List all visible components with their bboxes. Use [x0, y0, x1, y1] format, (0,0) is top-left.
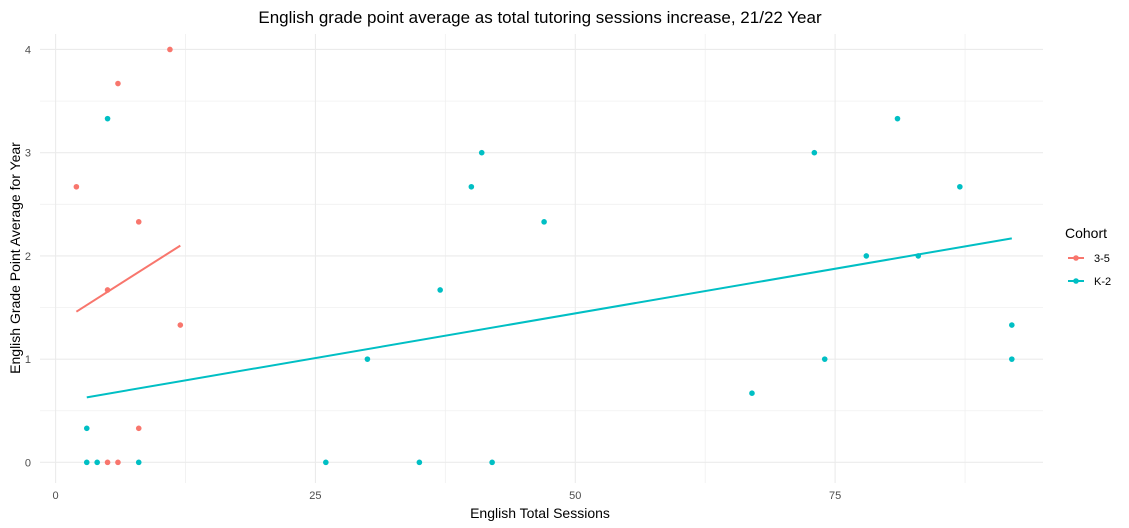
y-tick-label: 1	[25, 354, 31, 366]
data-point-series-1	[863, 253, 870, 259]
data-point-series-1	[437, 287, 443, 293]
data-point-series-0	[104, 287, 111, 293]
y-tick-label: 3	[25, 148, 31, 160]
data-point-series-1	[821, 356, 828, 362]
points-layer	[73, 46, 1015, 466]
data-point-series-1	[749, 390, 755, 397]
legend: Cohort 3-5 K-2	[1065, 225, 1111, 288]
legend-label: 3-5	[1094, 253, 1110, 265]
data-point-series-1	[915, 253, 922, 259]
data-point-series-1	[323, 459, 329, 466]
data-point-series-0	[115, 459, 121, 466]
legend-title: Cohort	[1065, 225, 1107, 241]
data-point-series-1	[416, 459, 423, 466]
data-point-series-0	[104, 459, 111, 466]
data-point-series-1	[489, 459, 495, 466]
data-point-series-1	[364, 356, 371, 362]
data-point-series-0	[167, 46, 173, 53]
trend-layer	[75, 237, 1012, 399]
ticks-layer: 0 25 50 75 0 1 2 3 4	[25, 44, 841, 502]
data-point-series-0	[135, 219, 142, 225]
x-tick-label: 0	[53, 490, 59, 502]
data-point-series-1	[478, 149, 485, 156]
data-point-series-1	[894, 115, 901, 122]
data-point-series-1	[468, 183, 475, 190]
x-axis-title: English Total Sessions	[470, 505, 610, 521]
data-point-series-1	[541, 219, 547, 225]
legend-items: 3-5 K-2	[1068, 253, 1111, 288]
data-point-series-1	[957, 183, 963, 190]
data-point-series-1	[811, 149, 818, 156]
y-axis-title: English Grade Point Average for Year	[7, 142, 23, 374]
data-point-series-1	[1009, 356, 1015, 362]
trend-line-1	[86, 237, 1012, 399]
x-tick-label: 25	[309, 490, 321, 502]
data-point-series-1	[135, 459, 142, 466]
legend-key-point	[1073, 255, 1079, 261]
data-point-series-0	[135, 425, 142, 432]
grid-layer	[40, 34, 1043, 483]
y-tick-label: 4	[25, 44, 31, 56]
data-point-series-0	[115, 80, 121, 87]
x-tick-label: 75	[829, 490, 841, 502]
legend-label: K-2	[1094, 276, 1111, 288]
data-point-series-1	[104, 115, 111, 122]
data-point-series-0	[177, 322, 184, 328]
legend-key-point	[1073, 278, 1079, 284]
chart-title: English grade point average as total tut…	[258, 8, 822, 27]
y-tick-label: 2	[25, 251, 31, 263]
data-point-series-1	[1009, 322, 1015, 328]
data-point-series-1	[83, 425, 90, 432]
data-point-series-1	[83, 459, 90, 466]
x-tick-label: 50	[569, 490, 581, 502]
trend-line-0	[75, 244, 181, 313]
data-point-series-0	[73, 183, 80, 190]
y-tick-label: 0	[25, 457, 31, 469]
data-point-series-1	[94, 459, 100, 466]
